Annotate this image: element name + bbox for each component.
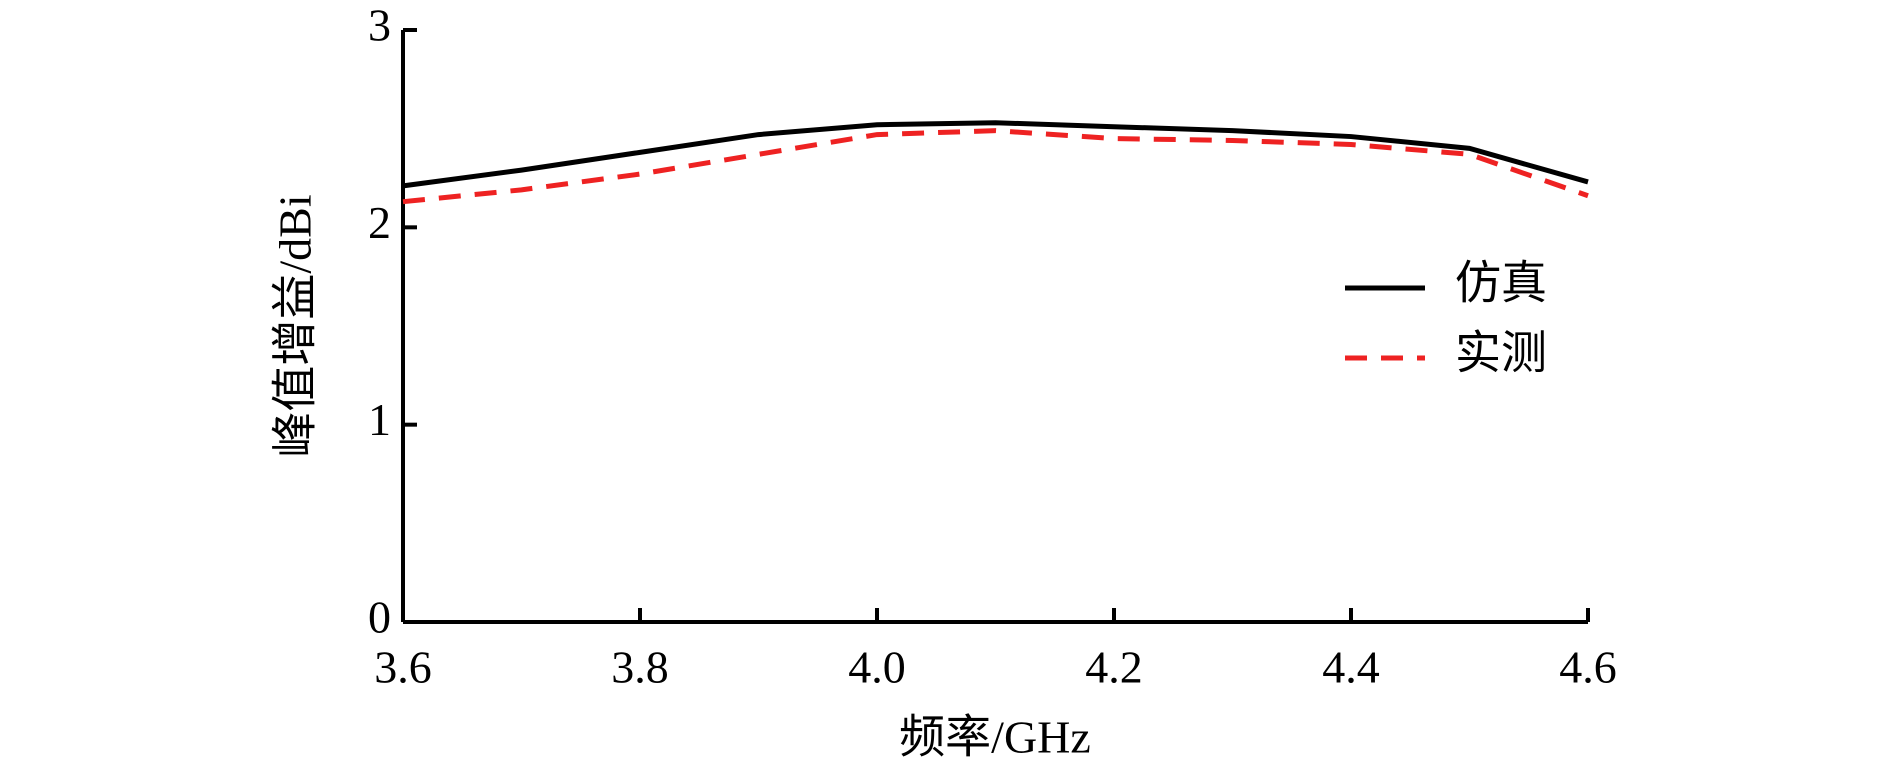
x-tick-label: 3.6 xyxy=(374,642,432,693)
x-tick-label: 3.8 xyxy=(611,642,669,693)
x-tick-label: 4.0 xyxy=(848,642,906,693)
series-line xyxy=(402,120,1589,189)
x-tick-label: 4.2 xyxy=(1085,642,1143,693)
legend-label: 实测 xyxy=(1455,328,1547,379)
series-line xyxy=(402,128,1589,205)
y-tick-label: 1 xyxy=(368,394,391,445)
x-tick-label: 4.4 xyxy=(1322,642,1380,693)
y-tick-label: 3 xyxy=(368,0,391,51)
x-tick-label: 4.6 xyxy=(1559,642,1617,693)
y-tick-label: 0 xyxy=(368,592,391,643)
legend-label: 仿真 xyxy=(1455,258,1547,309)
y-axis-label: 峰值增益/dBi xyxy=(270,194,321,457)
x-axis-label: 频率/GHz xyxy=(899,712,1091,763)
y-tick-label: 2 xyxy=(368,197,391,248)
